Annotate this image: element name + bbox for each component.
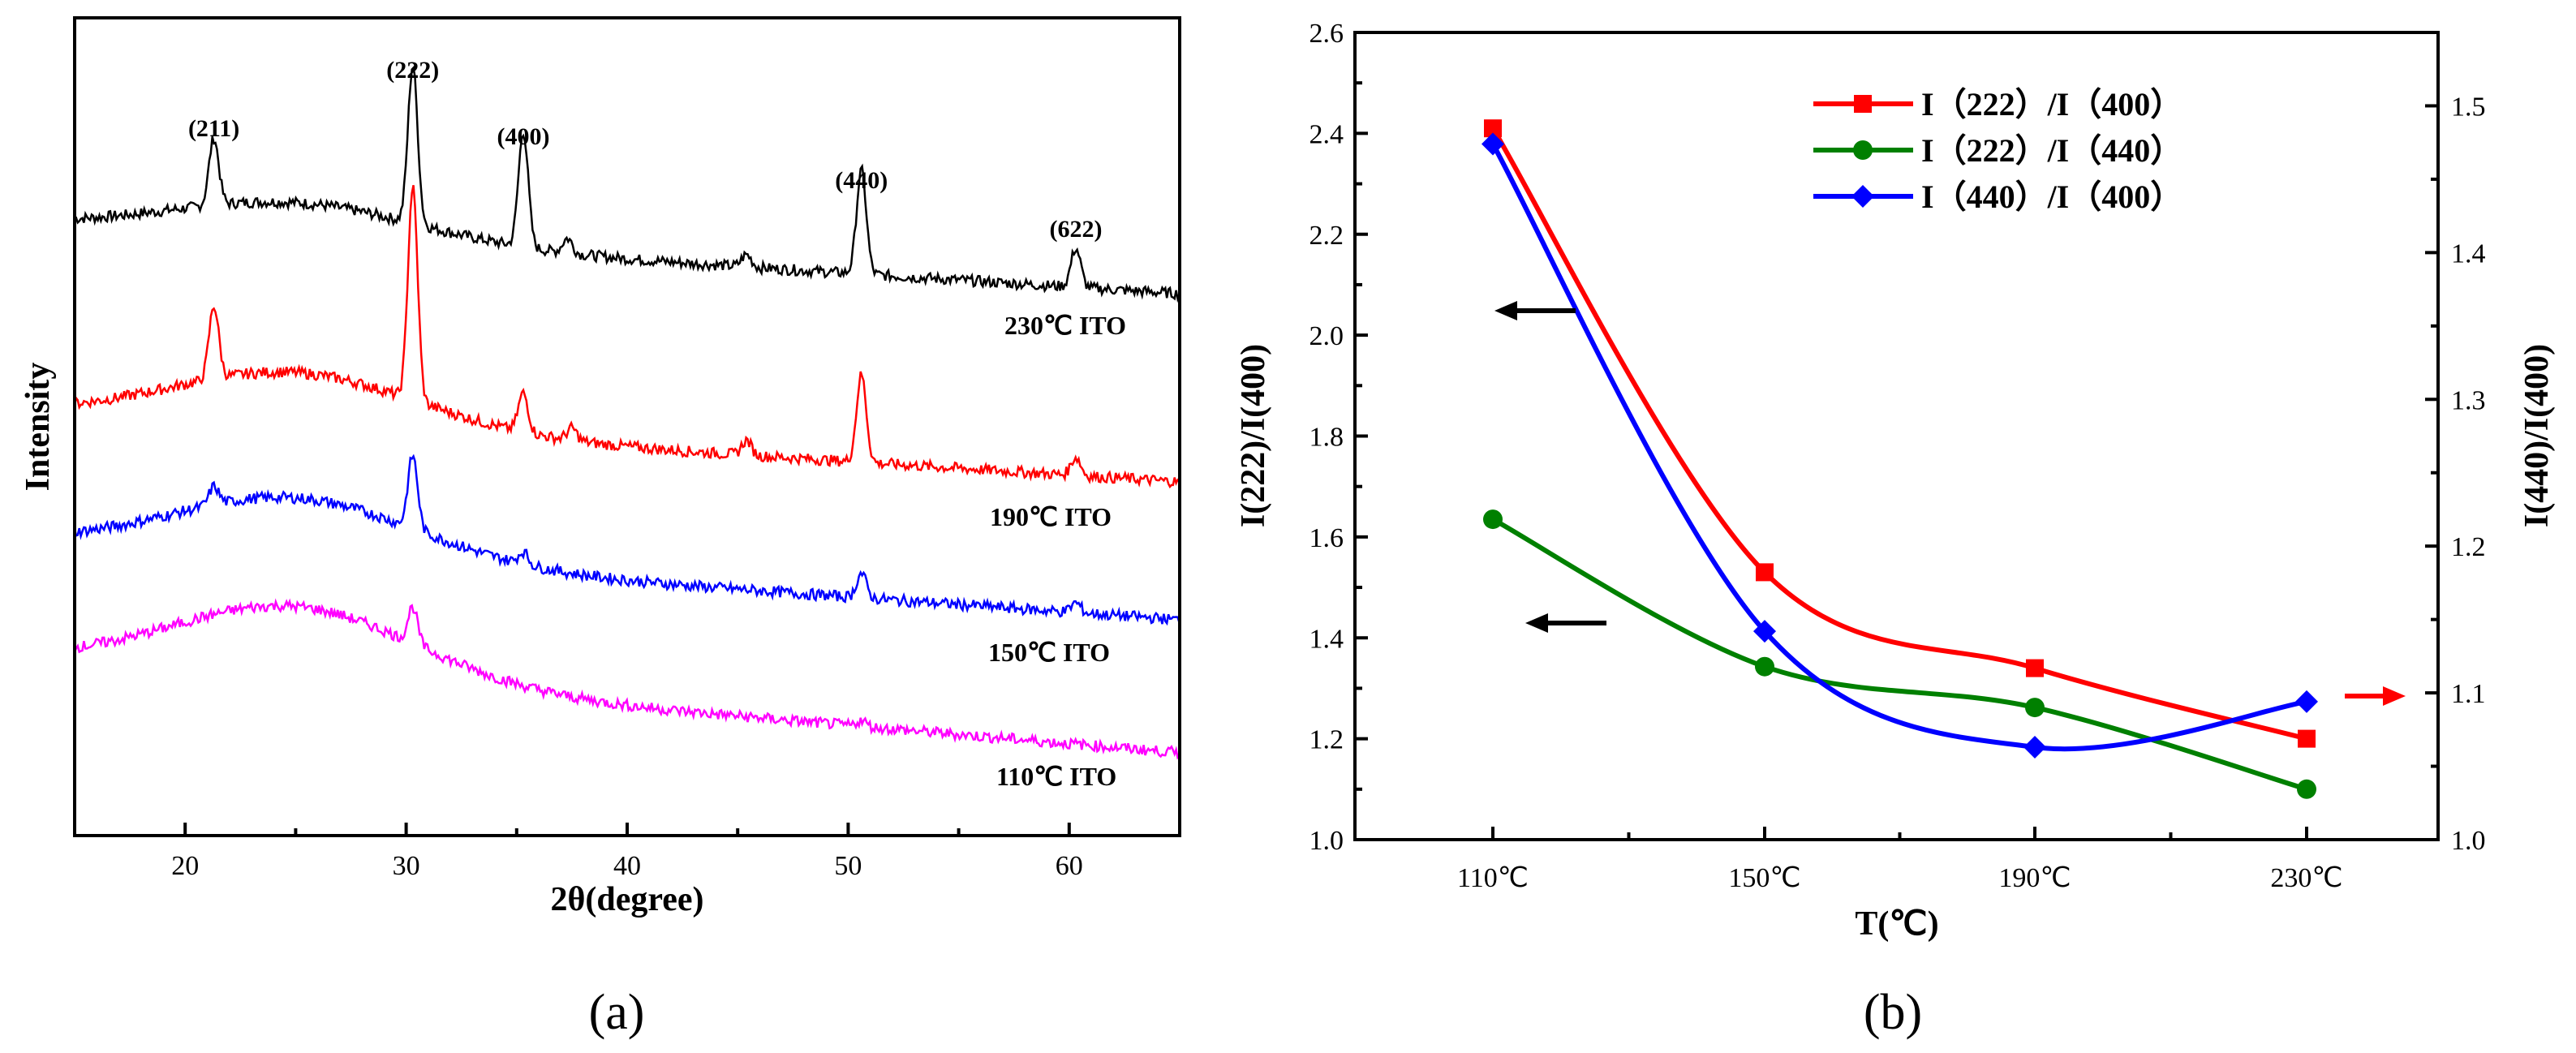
series-line-2 bbox=[1490, 143, 2307, 752]
axis-arrows bbox=[1494, 301, 2406, 706]
x-axis-title-a: 2θ(degree) bbox=[550, 881, 703, 918]
axis-ticks-b: 1.0 1.2 1.4 1.6 1.8 2.0 2.2 2.4 2.6 1.0 1.1 1.2 1.3 1… bbox=[1310, 19, 2486, 893]
curve-label-0: 230℃ ITO bbox=[1004, 311, 1126, 340]
y-tick-label-right-4: 1.4 bbox=[2451, 239, 2486, 269]
y-axis-title-a: Intensity bbox=[19, 363, 57, 492]
peak-label-4: (622) bbox=[1049, 216, 1102, 243]
data-point-2-1 bbox=[1753, 620, 1776, 643]
legend-label-2: I（440）/I（400） bbox=[1921, 178, 2183, 215]
series-line-1 bbox=[1491, 517, 2307, 792]
x-tick-label-a-2: 40 bbox=[613, 851, 641, 881]
y-axis-title-right-b: I(440)/I(400) bbox=[2518, 344, 2556, 527]
series-line-0 bbox=[1490, 127, 2307, 741]
plot-frame-b bbox=[1353, 31, 2440, 841]
data-point-2-3 bbox=[2295, 690, 2318, 713]
x-tick-label-b-3: 230℃ bbox=[2270, 863, 2342, 893]
curve-label-1: 190℃ ITO bbox=[990, 502, 1112, 531]
curve-labels: 230℃ ITO 190℃ ITO 150℃ ITO 110℃ ITO bbox=[988, 311, 1126, 791]
x-tick-label-a-3: 50 bbox=[834, 851, 862, 881]
x-tick-label-b-0: 110℃ bbox=[1457, 863, 1529, 893]
x-tick-label-a-1: 30 bbox=[393, 851, 420, 881]
peak-labels: (211) (222) (400) (440) (622) bbox=[188, 57, 1103, 243]
data-point-0-1 bbox=[1756, 563, 1774, 582]
y-tick-label-left-0: 1.0 bbox=[1310, 826, 1344, 856]
y-tick-label-right-5: 1.5 bbox=[2451, 92, 2486, 122]
y-tick-label-left-7: 2.4 bbox=[1310, 119, 1344, 149]
data-point-2-0 bbox=[1482, 132, 1504, 156]
data-point-0-2 bbox=[2026, 659, 2044, 677]
y-tick-label-left-5: 2.0 bbox=[1310, 321, 1344, 351]
y-tick-label-left-3: 1.6 bbox=[1310, 523, 1344, 553]
y-tick-label-right-0: 1.0 bbox=[2451, 826, 2486, 856]
data-point-1-0 bbox=[1483, 509, 1503, 530]
y-tick-label-left-1: 1.2 bbox=[1310, 725, 1344, 755]
ratio-curves bbox=[1482, 119, 2318, 799]
x-tick-label-a-4: 60 bbox=[1056, 851, 1083, 881]
y-tick-label-right-1: 1.1 bbox=[2451, 679, 2486, 709]
y-axis-title-left-b: I(222)/I(400) bbox=[1235, 344, 1272, 527]
curve-label-2: 150℃ ITO bbox=[988, 638, 1110, 667]
data-point-1-1 bbox=[1755, 656, 1774, 677]
arrow-right-head bbox=[2383, 686, 2406, 706]
x-tick-label-b-2: 190℃ bbox=[1998, 863, 2071, 893]
xrd-curve-1 bbox=[73, 185, 1180, 489]
curve-label-3: 110℃ ITO bbox=[996, 762, 1116, 791]
x-tick-label-b-1: 150℃ bbox=[1728, 863, 1800, 893]
peak-label-3: (440) bbox=[835, 167, 888, 194]
peak-label-1: (222) bbox=[386, 57, 439, 84]
data-point-2-2 bbox=[2023, 736, 2046, 759]
xrd-curve-0 bbox=[74, 65, 1180, 303]
y-tick-label-left-4: 1.8 bbox=[1310, 423, 1344, 453]
y-tick-label-left-6: 2.2 bbox=[1310, 221, 1344, 251]
plot-frame-a bbox=[73, 16, 1181, 837]
y-tick-label-right-3: 1.3 bbox=[2451, 385, 2486, 415]
legend-marker-2 bbox=[1851, 185, 1874, 208]
arrow-left-upper-head bbox=[1494, 301, 1517, 320]
y-tick-label-right-2: 1.2 bbox=[2451, 532, 2486, 562]
legend-marker-1 bbox=[1853, 140, 1873, 160]
xrd-curve-3 bbox=[73, 598, 1180, 760]
data-point-0-0 bbox=[1484, 119, 1502, 138]
y-tick-label-left-8: 2.6 bbox=[1310, 19, 1344, 49]
legend: I（222）/I（400） I（222）/I（440） I（440）/I（400） bbox=[1813, 86, 2183, 215]
arrow-left-lower-head bbox=[1525, 613, 1548, 633]
data-point-0-3 bbox=[2298, 729, 2316, 748]
data-point-1-2 bbox=[2025, 698, 2045, 718]
panel-label-a: (a) bbox=[589, 985, 645, 1040]
xrd-curve-2 bbox=[73, 453, 1180, 626]
xrd-curves bbox=[73, 65, 1180, 760]
legend-marker-0 bbox=[1854, 95, 1872, 113]
x-ticks-a: 20 30 40 50 60 bbox=[73, 823, 1181, 881]
legend-label-0: I（222）/I（400） bbox=[1921, 86, 2183, 122]
x-tick-label-a-0: 20 bbox=[171, 851, 199, 881]
peak-label-0: (211) bbox=[188, 115, 239, 142]
panel-label-b: (b) bbox=[1864, 985, 1922, 1040]
x-axis-title-b: T(℃) bbox=[1855, 905, 1938, 943]
data-point-1-3 bbox=[2297, 779, 2316, 799]
y-tick-label-left-2: 1.4 bbox=[1310, 624, 1344, 654]
peak-label-2: (400) bbox=[497, 123, 549, 150]
xrd-chart: 20 30 40 50 60 (211) (222) (400) (440) (622) 230… bbox=[19, 16, 1181, 918]
ratio-chart: 1.0 1.2 1.4 1.6 1.8 2.0 2.2 2.4 2.6 1.0 1.1 1.2 1.3 1… bbox=[1235, 19, 2556, 943]
legend-label-1: I（222）/I（440） bbox=[1921, 132, 2183, 169]
